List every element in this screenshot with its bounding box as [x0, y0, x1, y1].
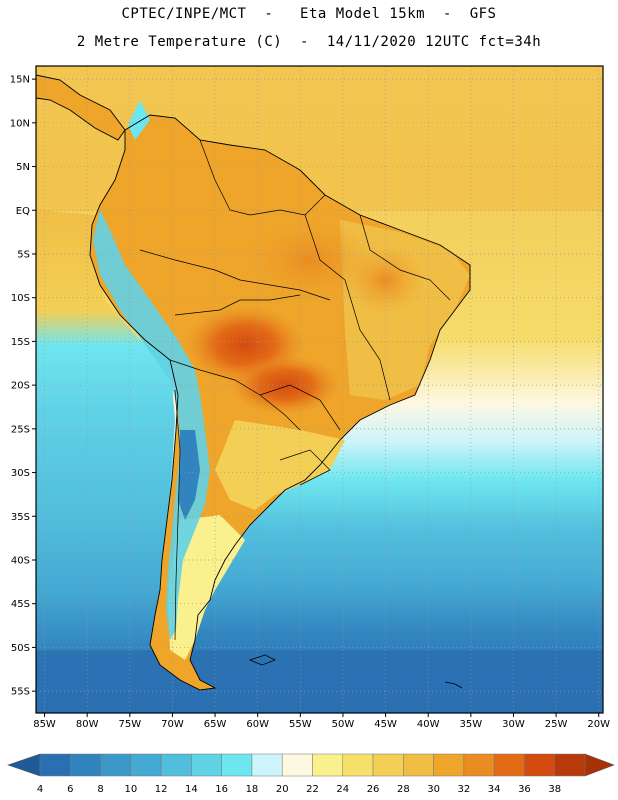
- lat-tick-label: 10N: [10, 118, 30, 129]
- colorbar-tick-label: 24: [336, 784, 349, 795]
- colorbar-under-arrow: [7, 753, 41, 777]
- warm-core-amazon: [240, 215, 380, 305]
- map-title: CPTEC/INPE/MCT - Eta Model 15km - GFS: [121, 6, 497, 22]
- lat-tick-label: 35S: [11, 512, 30, 523]
- coastline: [89, 114, 471, 691]
- colorbar-tick-label: 28: [397, 784, 410, 795]
- andes-cordillera: [93, 210, 210, 640]
- central-america-coastline: [36, 74, 126, 141]
- pampas: [215, 420, 345, 510]
- lat-tick-label: 40S: [11, 555, 30, 566]
- colorbar-swatch: [100, 753, 132, 777]
- colorbar-tick-label: 6: [67, 784, 73, 795]
- lon-tick-label: 70W: [161, 719, 184, 730]
- colorbar-swatch: [554, 753, 586, 777]
- border-bolivia-brazil: [174, 294, 301, 316]
- map-subtitle: 2 Metre Temperature (C) - 14/11/2020 12U…: [76, 34, 542, 50]
- lon-tick-label: 85W: [33, 719, 56, 730]
- andes-high-peaks: [178, 430, 200, 520]
- colorbar-tick-label: 18: [246, 784, 259, 795]
- longitude-axis: 85W 80W 75W 70W 65W 60W 55W 50W 45W 40W 35W 30W 25W 2…: [33, 713, 610, 730]
- lon-tick-label: 55W: [289, 719, 312, 730]
- lon-tick-label: 30W: [502, 719, 525, 730]
- colorbar-tick-label: 30: [427, 784, 440, 795]
- colorbar-swatch: [463, 753, 495, 777]
- lat-tick-label: 50S: [11, 643, 30, 654]
- country-borders: [139, 139, 451, 641]
- lat-tick-label: 15N: [10, 75, 30, 86]
- colorbar-tick-label: 4: [37, 784, 43, 795]
- lon-tick-label: 75W: [118, 719, 141, 730]
- colombian-andes: [128, 100, 150, 140]
- colorbar-tick-label: 32: [458, 784, 471, 795]
- lon-tick-label: 80W: [76, 719, 99, 730]
- lat-tick-label: 15S: [11, 337, 30, 348]
- colorbar-swatch: [251, 753, 283, 777]
- colorbar-swatch: [39, 753, 71, 777]
- colorbar-swatch: [160, 753, 192, 777]
- lon-tick-label: 20W: [587, 719, 610, 730]
- pacific-ocean: [36, 210, 175, 713]
- central-america: [36, 75, 125, 140]
- colorbar-swatch: [312, 753, 344, 777]
- lat-tick-label: 20S: [11, 381, 30, 392]
- colorbar-over-arrow: [584, 753, 615, 777]
- colorbar-tick-label: 26: [367, 784, 380, 795]
- colorbar-swatch: [433, 753, 465, 777]
- lat-tick-label: 45S: [11, 599, 30, 610]
- colorbar-tick-label: 12: [155, 784, 168, 795]
- border-uruguay: [279, 449, 331, 486]
- lon-tick-label: 40W: [417, 719, 440, 730]
- colorbar-tick-label: 34: [488, 784, 501, 795]
- lon-tick-label: 60W: [246, 719, 269, 730]
- colorbar-tick-label: 10: [124, 784, 137, 795]
- south-georgia: [444, 681, 463, 689]
- map-frame: [35, 65, 604, 714]
- colorbar-tick-label: 8: [97, 784, 103, 795]
- colorbar-swatch: [524, 753, 555, 777]
- colorbar-swatch: [342, 753, 374, 777]
- colorbar-swatch: [130, 753, 162, 777]
- falkland-islands: [248, 654, 276, 666]
- lat-lon-grid: [36, 66, 603, 713]
- border-argentina-north: [169, 359, 301, 431]
- colorbar-swatch: [191, 753, 222, 777]
- colorbar-swatch: [493, 753, 525, 777]
- patagonia: [168, 515, 245, 660]
- border-chile-argentina: [174, 389, 181, 641]
- colorbar-tick-label: 38: [548, 784, 561, 795]
- lon-tick-label: 50W: [332, 719, 355, 730]
- lon-tick-label: 45W: [374, 719, 397, 730]
- border-brazil-states: [304, 214, 391, 401]
- lat-tick-label: 10S: [11, 293, 30, 304]
- latitude-axis: 15N 10N 5N EQ 5S 10S 15S 20S 25S 30S 35S 40S 45S 50S 5…: [10, 75, 36, 698]
- warm-core-para: [345, 245, 425, 315]
- southern-ocean: [36, 650, 603, 713]
- border-peru-brazil: [139, 249, 331, 301]
- colorbar-tick-label: 22: [306, 784, 319, 795]
- lon-tick-label: 65W: [204, 719, 227, 730]
- lat-tick-label: 5S: [17, 249, 30, 260]
- lat-tick-label: 55S: [11, 687, 30, 698]
- border-brazil-ne-states: [359, 214, 451, 301]
- colorbar-swatch: [221, 753, 253, 777]
- colorbar-tick-label: 36: [518, 784, 531, 795]
- lat-tick-label: 25S: [11, 424, 30, 435]
- border-paraguay: [259, 384, 341, 431]
- map-field: [36, 66, 603, 713]
- colorbar-swatch: [281, 753, 313, 777]
- lat-tick-label: 5N: [16, 162, 30, 173]
- colorbar-swatch: [70, 753, 101, 777]
- colorbar-tick-label: 16: [215, 784, 228, 795]
- lon-tick-label: 35W: [460, 719, 483, 730]
- colorbar-tick-label: 20: [276, 784, 289, 795]
- colorbar-tick-label: 14: [185, 784, 198, 795]
- colorbar-swatch: [372, 753, 404, 777]
- colorbar-swatch: [403, 753, 434, 777]
- lat-tick-label: 30S: [11, 468, 30, 479]
- colorbar: 4 6 8 10 12 14 16 18 20 22 24 26 28 30 32 34 36 38: [7, 753, 615, 795]
- lon-tick-label: 25W: [545, 719, 568, 730]
- lat-tick-label: EQ: [16, 206, 30, 217]
